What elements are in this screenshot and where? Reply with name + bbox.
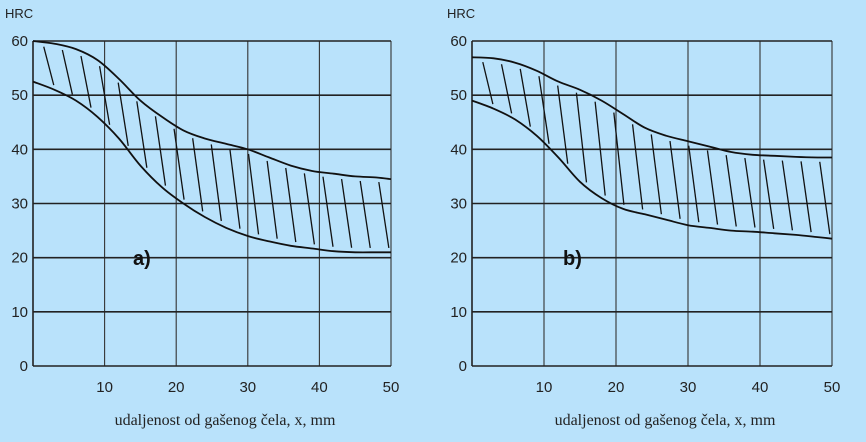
- hatch-line: [706, 150, 719, 225]
- y-tick-label: 10: [450, 304, 467, 321]
- hatch-line: [482, 61, 494, 105]
- hatch-line: [781, 160, 794, 231]
- hatch-line: [594, 101, 606, 196]
- hatch-line: [43, 46, 55, 86]
- hatch-line: [378, 181, 390, 249]
- y-tick-label: 50: [450, 87, 467, 104]
- hatch-line: [136, 101, 148, 168]
- y-tick-label: 10: [11, 304, 28, 321]
- y-tick-label: 20: [450, 250, 467, 267]
- hatch-line: [557, 85, 569, 164]
- upper-bound-curve: [471, 56, 832, 159]
- y-tick-label: 20: [11, 250, 28, 267]
- hatch-line: [819, 161, 831, 235]
- hatch-line: [613, 112, 625, 205]
- hatch-line: [303, 173, 316, 245]
- y-axis-label: HRC: [447, 6, 475, 21]
- y-tick-label: 40: [450, 141, 467, 158]
- hatch-line: [669, 140, 681, 219]
- y-tick-label: 50: [11, 87, 28, 104]
- chart-panel-b: 0 10 20 30 40 50 60 10 20 30 40 50 HRC udaljenost od …: [447, 6, 840, 429]
- hatch-line: [650, 134, 663, 215]
- y-tick-label: 30: [450, 196, 467, 213]
- x-tick-label: 30: [680, 379, 697, 396]
- hatch-line: [80, 55, 92, 108]
- hatch-line: [744, 157, 756, 228]
- hatch-line: [210, 144, 222, 222]
- x-axis-label: udaljenost od gašenog čela, x, mm: [555, 412, 776, 429]
- x-tick-label: 50: [824, 379, 841, 396]
- hatch-line: [575, 92, 588, 183]
- x-tick-label: 10: [96, 379, 113, 396]
- hatch-line: [340, 178, 353, 248]
- hatch-line: [266, 160, 278, 239]
- hatch-line: [359, 180, 371, 249]
- x-tick-label: 20: [168, 379, 185, 396]
- hatch-line: [762, 159, 775, 229]
- hatch-line: [247, 153, 260, 235]
- lower-bound-curve: [471, 99, 833, 240]
- chart-panel-a: 0 10 20 30 40 50 60 10 20 30 40 50 HRC udaljenost od …: [5, 6, 399, 429]
- y-tick-label: 40: [11, 141, 28, 158]
- hatch-line: [519, 68, 531, 127]
- x-tick-label: 20: [608, 379, 625, 396]
- hatch-line: [322, 176, 334, 247]
- panel-label: b): [563, 248, 582, 270]
- x-tick-label: 40: [752, 379, 769, 396]
- y-tick-label: 30: [11, 196, 28, 213]
- hatch-line: [688, 145, 700, 223]
- x-tick-label: 10: [536, 379, 553, 396]
- hatch-line: [285, 167, 297, 243]
- hatch-line: [631, 124, 644, 210]
- upper-bound-curve: [32, 40, 392, 180]
- y-tick-label: 60: [450, 33, 467, 50]
- hatch-line: [800, 161, 812, 233]
- hatch-line: [725, 155, 737, 227]
- hatch-line: [98, 66, 111, 125]
- hatch-line: [538, 76, 550, 144]
- hatch-line: [117, 82, 129, 147]
- hatch-line: [500, 64, 513, 114]
- hatch-line: [173, 128, 185, 200]
- x-tick-label: 40: [311, 379, 328, 396]
- panel-label: a): [133, 248, 151, 270]
- hatch-line: [61, 49, 74, 95]
- lower-bound-curve: [32, 80, 391, 254]
- y-tick-label: 0: [20, 358, 28, 375]
- y-axis-label: HRC: [5, 6, 33, 21]
- y-tick-label: 60: [11, 33, 28, 50]
- hatch-line: [229, 149, 241, 229]
- x-tick-label: 30: [239, 379, 256, 396]
- hatch-line: [154, 116, 167, 186]
- hatch-line: [192, 138, 204, 212]
- x-tick-label: 50: [383, 379, 400, 396]
- x-axis-label: udaljenost od gašenog čela, x, mm: [115, 412, 336, 429]
- y-tick-label: 0: [459, 358, 467, 375]
